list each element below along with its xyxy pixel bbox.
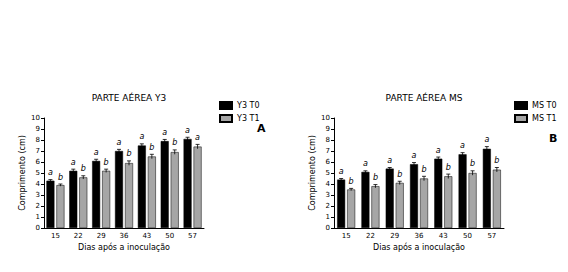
- svg-text:b: b: [494, 156, 499, 165]
- svg-text:50: 50: [165, 232, 174, 240]
- svg-text:b: b: [421, 165, 426, 174]
- svg-text:b: b: [470, 159, 475, 168]
- svg-text:a: a: [71, 158, 76, 167]
- svg-text:15: 15: [51, 232, 60, 240]
- svg-text:36: 36: [120, 232, 129, 240]
- svg-text:B: B: [549, 132, 557, 145]
- svg-text:2: 2: [326, 202, 330, 210]
- svg-text:b: b: [446, 163, 451, 172]
- svg-text:b: b: [81, 164, 86, 173]
- svg-text:7: 7: [326, 147, 330, 155]
- svg-text:Y3 T1: Y3 T1: [236, 114, 260, 123]
- svg-text:a: a: [195, 133, 200, 142]
- svg-text:MS T1: MS T1: [532, 114, 557, 123]
- svg-text:a: a: [436, 146, 441, 155]
- svg-text:1: 1: [36, 213, 40, 221]
- svg-text:8: 8: [36, 136, 40, 144]
- svg-text:a: a: [185, 126, 190, 135]
- svg-text:15: 15: [342, 232, 351, 240]
- svg-text:b: b: [104, 158, 109, 167]
- svg-text:43: 43: [439, 232, 448, 240]
- svg-text:6: 6: [326, 158, 331, 166]
- svg-text:a: a: [94, 148, 99, 157]
- svg-text:29: 29: [97, 232, 106, 240]
- svg-text:b: b: [149, 143, 154, 152]
- svg-text:Y3 T0: Y3 T0: [236, 101, 260, 110]
- svg-text:4: 4: [326, 180, 331, 188]
- svg-text:57: 57: [487, 232, 496, 240]
- svg-text:b: b: [126, 149, 131, 158]
- svg-text:a: a: [139, 132, 144, 141]
- svg-text:Dias após a inoculação: Dias após a inoculação: [373, 242, 465, 252]
- svg-text:Comprimento (cm): Comprimento (cm): [18, 135, 27, 211]
- svg-text:0: 0: [326, 224, 330, 232]
- svg-text:b: b: [373, 173, 378, 182]
- svg-text:a: a: [387, 156, 392, 165]
- svg-text:a: a: [48, 168, 53, 177]
- svg-text:10: 10: [321, 114, 330, 122]
- svg-text:b: b: [397, 170, 402, 179]
- svg-text:36: 36: [415, 232, 424, 240]
- svg-text:5: 5: [36, 169, 40, 177]
- svg-text:8: 8: [326, 136, 330, 144]
- svg-text:a: a: [484, 135, 489, 144]
- svg-text:a: a: [412, 151, 417, 160]
- svg-text:b: b: [349, 177, 354, 186]
- svg-text:A: A: [257, 122, 266, 135]
- svg-text:a: a: [460, 141, 465, 150]
- svg-text:29: 29: [390, 232, 399, 240]
- svg-text:22: 22: [74, 232, 83, 240]
- svg-text:22: 22: [366, 232, 375, 240]
- svg-text:a: a: [162, 128, 167, 137]
- svg-text:3: 3: [36, 191, 40, 199]
- svg-text:57: 57: [188, 232, 197, 240]
- svg-text:a: a: [117, 138, 122, 147]
- svg-text:MS T0: MS T0: [532, 101, 557, 110]
- svg-text:PARTE AÉREA MS: PARTE AÉREA MS: [386, 92, 463, 103]
- svg-text:5: 5: [326, 169, 330, 177]
- svg-text:3: 3: [326, 191, 330, 199]
- svg-text:1: 1: [326, 213, 330, 221]
- svg-text:9: 9: [36, 125, 40, 133]
- svg-text:50: 50: [463, 232, 472, 240]
- svg-text:7: 7: [36, 147, 40, 155]
- svg-text:b: b: [172, 138, 177, 147]
- svg-text:9: 9: [326, 125, 330, 133]
- svg-text:10: 10: [31, 114, 40, 122]
- svg-text:6: 6: [36, 158, 41, 166]
- svg-text:2: 2: [36, 202, 40, 210]
- svg-text:Comprimento (cm): Comprimento (cm): [308, 135, 317, 211]
- svg-text:b: b: [58, 173, 63, 182]
- svg-text:Dias após a inoculação: Dias após a inoculação: [78, 242, 170, 252]
- svg-text:a: a: [339, 167, 344, 176]
- svg-text:43: 43: [142, 232, 151, 240]
- svg-text:PARTE AÉREA Y3: PARTE AÉREA Y3: [92, 92, 167, 103]
- svg-text:a: a: [363, 159, 368, 168]
- svg-text:4: 4: [36, 180, 41, 188]
- svg-text:0: 0: [36, 224, 40, 232]
